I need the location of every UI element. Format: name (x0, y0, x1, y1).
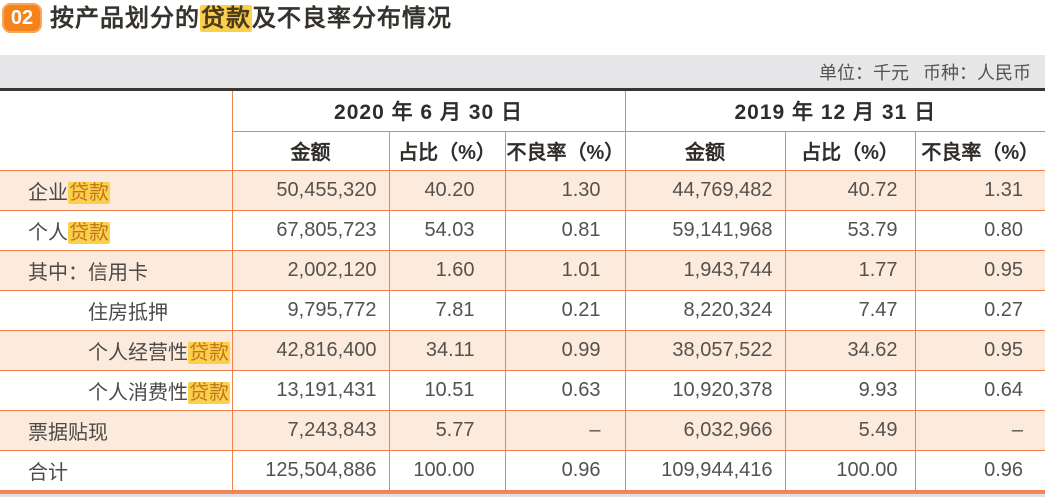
row-label-text: 合计 (28, 461, 68, 484)
cell-amount-2020: 50,455,320 (231, 169, 390, 211)
cell-amount-2020: 67,805,723 (231, 209, 390, 251)
cell-npl-2019: 0.27 (914, 289, 1045, 331)
row-label-text: 其中：信用卡 (28, 261, 148, 284)
row-label-text: 企业 (28, 181, 68, 204)
unit-label: 单位：千元 (819, 62, 909, 83)
cell-share-2020: 34.11 (388, 329, 506, 371)
cell-npl-2020: 0.81 (504, 209, 626, 251)
table-row-discounted-bills: 票据贴现 7,243,843 5.77 – 6,032,966 5.49 – (0, 409, 1045, 451)
cell-amount-2019: 44,769,482 (624, 169, 786, 211)
header-date-row: 2020 年 6 月 30 日 2019 年 12 月 31 日 (0, 91, 1045, 171)
row-label-highlight: 贷款 (68, 181, 110, 204)
loan-table-wrapper: 2020 年 6 月 30 日 2019 年 12 月 31 日 金额 占比（%… (0, 88, 1045, 494)
cell-npl-2019: 0.96 (914, 449, 1045, 491)
table-row-credit-card: 其中：信用卡 2,002,120 1.60 1.01 1,943,744 1.7… (0, 249, 1045, 291)
currency-label: 币种：人民币 (923, 62, 1031, 83)
cell-npl-2020: 1.01 (504, 249, 626, 291)
row-label-text: 个人经营性 (88, 341, 188, 364)
table-row-housing-mortgage: 住房抵押 9,795,772 7.81 0.21 8,220,324 7.47 … (0, 289, 1045, 331)
row-label: 住房抵押 (0, 289, 233, 331)
row-label-text: 个人 (28, 221, 68, 244)
row-label: 个人贷款 (0, 209, 233, 251)
row-label-highlight: 贷款 (188, 341, 230, 364)
row-label-text: 票据贴现 (28, 421, 108, 444)
section-title-row: 02 按产品划分的贷款及不良率分布情况 (0, 0, 1045, 55)
header-date-2019: 2019 年 12 月 31 日 (624, 91, 1045, 132)
cell-amount-2020: 13,191,431 (231, 369, 390, 411)
cell-npl-2020: 0.99 (504, 329, 626, 371)
table-row-total: 合计 125,504,886 100.00 0.96 109,944,416 1… (0, 449, 1045, 491)
title-highlight: 贷款 (200, 5, 252, 32)
row-label: 个人消费性贷款 (0, 369, 233, 411)
row-label-highlight: 贷款 (188, 381, 230, 404)
cell-amount-2020: 2,002,120 (231, 249, 390, 291)
cell-share-2020: 7.81 (388, 289, 506, 331)
cell-amount-2019: 8,220,324 (624, 289, 786, 331)
cell-share-2020: 100.00 (388, 449, 506, 491)
cell-share-2020: 5.77 (388, 409, 506, 451)
row-label-highlight: 贷款 (68, 221, 110, 244)
header-amount-2019: 金额 (624, 130, 786, 171)
cell-share-2019: 34.62 (784, 329, 916, 371)
cell-amount-2020: 42,816,400 (231, 329, 390, 371)
cell-npl-2019: 0.80 (914, 209, 1045, 251)
cell-npl-2020: 0.96 (504, 449, 626, 491)
header-empty-cell (0, 91, 233, 171)
title-text-after: 及不良率分布情况 (252, 5, 452, 32)
cell-share-2019: 40.72 (784, 169, 916, 211)
page-title: 按产品划分的贷款及不良率分布情况 (50, 3, 452, 35)
next-section-bar (0, 493, 1045, 497)
cell-share-2020: 1.60 (388, 249, 506, 291)
row-label: 合计 (0, 449, 233, 491)
cell-npl-2019: 0.95 (914, 249, 1045, 291)
header-amount-2020: 金额 (232, 130, 390, 171)
cell-share-2019: 9.93 (784, 369, 916, 411)
cell-share-2019: 5.49 (784, 409, 916, 451)
cell-npl-2020: – (504, 409, 626, 451)
section-number-badge: 02 (2, 3, 42, 33)
cell-npl-2019: – (914, 409, 1045, 451)
cell-share-2019: 1.77 (784, 249, 916, 291)
cell-npl-2019: 0.64 (914, 369, 1045, 411)
cell-amount-2020: 9,795,772 (231, 289, 390, 331)
table-row-personal-consumption-loans: 个人消费性贷款 13,191,431 10.51 0.63 10,920,378… (0, 369, 1045, 411)
table-row-personal-loans: 个人贷款 67,805,723 54.03 0.81 59,141,968 53… (0, 209, 1045, 251)
cell-amount-2019: 6,032,966 (624, 409, 786, 451)
row-label: 票据贴现 (0, 409, 233, 451)
header-npl-2020: 不良率（%） (504, 130, 626, 171)
cell-npl-2020: 0.21 (504, 289, 626, 331)
cell-share-2019: 7.47 (784, 289, 916, 331)
header-npl-2019: 不良率（%） (914, 130, 1045, 171)
row-label: 其中：信用卡 (0, 249, 233, 291)
cell-amount-2019: 109,944,416 (624, 449, 786, 491)
row-label: 企业贷款 (0, 169, 233, 211)
cell-amount-2019: 1,943,744 (624, 249, 786, 291)
cell-npl-2019: 0.95 (914, 329, 1045, 371)
cell-amount-2019: 38,057,522 (624, 329, 786, 371)
table-row-personal-business-loans: 个人经营性贷款 42,816,400 34.11 0.99 38,057,522… (0, 329, 1045, 371)
cell-share-2020: 54.03 (388, 209, 506, 251)
cell-npl-2020: 1.30 (504, 169, 626, 211)
header-share-2020: 占比（%） (388, 130, 506, 171)
cell-amount-2020: 125,504,886 (231, 449, 390, 491)
loan-distribution-table: 2020 年 6 月 30 日 2019 年 12 月 31 日 金额 占比（%… (0, 91, 1045, 491)
cell-amount-2020: 7,243,843 (231, 409, 390, 451)
cell-share-2019: 100.00 (784, 449, 916, 491)
row-label-text: 住房抵押 (88, 301, 168, 324)
cell-share-2020: 10.51 (388, 369, 506, 411)
header-share-2019: 占比（%） (784, 130, 916, 171)
table-row-corporate-loans: 企业贷款 50,455,320 40.20 1.30 44,769,482 40… (0, 169, 1045, 211)
cell-share-2020: 40.20 (388, 169, 506, 211)
header-date-2020: 2020 年 6 月 30 日 (231, 91, 626, 132)
cell-amount-2019: 10,920,378 (624, 369, 786, 411)
unit-bar: 单位：千元 币种：人民币 (0, 55, 1045, 88)
cell-npl-2020: 0.63 (504, 369, 626, 411)
title-text-before: 按产品划分的 (50, 5, 200, 32)
cell-share-2019: 53.79 (784, 209, 916, 251)
row-label: 个人经营性贷款 (0, 329, 233, 371)
row-label-text: 个人消费性 (88, 381, 188, 404)
cell-npl-2019: 1.31 (914, 169, 1045, 211)
cell-amount-2019: 59,141,968 (624, 209, 786, 251)
